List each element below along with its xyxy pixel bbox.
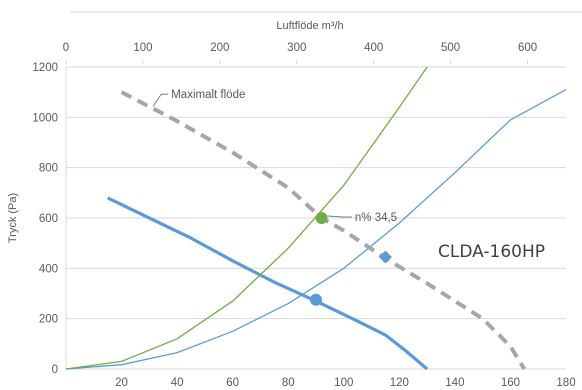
y-tick-label: 200 xyxy=(39,314,58,326)
x-bottom-tick-label: 60 xyxy=(226,377,239,389)
leader-efficiency xyxy=(327,215,352,218)
series-max-flow xyxy=(120,90,527,371)
x-top-tick-label: 200 xyxy=(210,42,229,54)
series-system-curve-blue xyxy=(65,89,567,370)
annotation-leaders xyxy=(152,93,352,218)
model-label: CLDA-160HP xyxy=(438,242,545,262)
y-tick-labels: 0 200 400 600 800 1000 1200 xyxy=(32,62,58,376)
x-top-tick-labels: 0 100 200 300 400 500 600 xyxy=(63,42,537,54)
y-tick-label: 1200 xyxy=(32,62,58,74)
x-top-tick-label: 400 xyxy=(364,42,383,54)
x-axis-top-title: Luftflöde m³/h xyxy=(276,20,343,32)
series-fan-curve xyxy=(107,196,429,371)
series-layer xyxy=(65,66,567,371)
y-tick-label: 0 xyxy=(52,364,58,376)
y-axis-title: Tryck (Pa) xyxy=(7,193,19,243)
annotation-efficiency: n% 34,5 xyxy=(355,212,397,224)
annotation-max-flow: Maximalt flöde xyxy=(171,89,245,101)
x-bottom-tick-label: 80 xyxy=(282,377,295,389)
x-bottom-tick-label: 120 xyxy=(390,377,409,389)
marker-operating-point-1 xyxy=(310,293,322,306)
marker-operating-point-2 xyxy=(378,250,392,264)
leader-max-flow xyxy=(152,93,169,107)
marker-operating-point-3 xyxy=(315,212,328,224)
x-top-tick-label: 600 xyxy=(518,42,537,54)
x-bottom-tick-label: 40 xyxy=(171,377,184,389)
x-top-tick-label: 500 xyxy=(441,42,460,54)
x-bottom-tick-label: 180 xyxy=(556,377,575,389)
y-tick-label: 1000 xyxy=(32,112,58,124)
x-top-tick-label: 100 xyxy=(133,42,152,54)
markers-layer xyxy=(310,212,392,306)
y-tick-label: 600 xyxy=(39,213,58,225)
x-bottom-tick-label: 20 xyxy=(115,377,128,389)
y-tick-label: 400 xyxy=(39,263,58,275)
x-bottom-tick-label: 100 xyxy=(334,377,353,389)
series-system-curve-green xyxy=(65,66,428,370)
x-bottom-tick-labels: 20 40 60 80 100 120 140 160 180 xyxy=(115,377,575,389)
x-bottom-tick-label: 160 xyxy=(501,377,520,389)
x-bottom-tick-label: 140 xyxy=(445,377,464,389)
y-tick-label: 800 xyxy=(39,163,58,175)
x-top-tick-label: 300 xyxy=(287,42,306,54)
x-top-tick-label: 0 xyxy=(63,42,69,54)
